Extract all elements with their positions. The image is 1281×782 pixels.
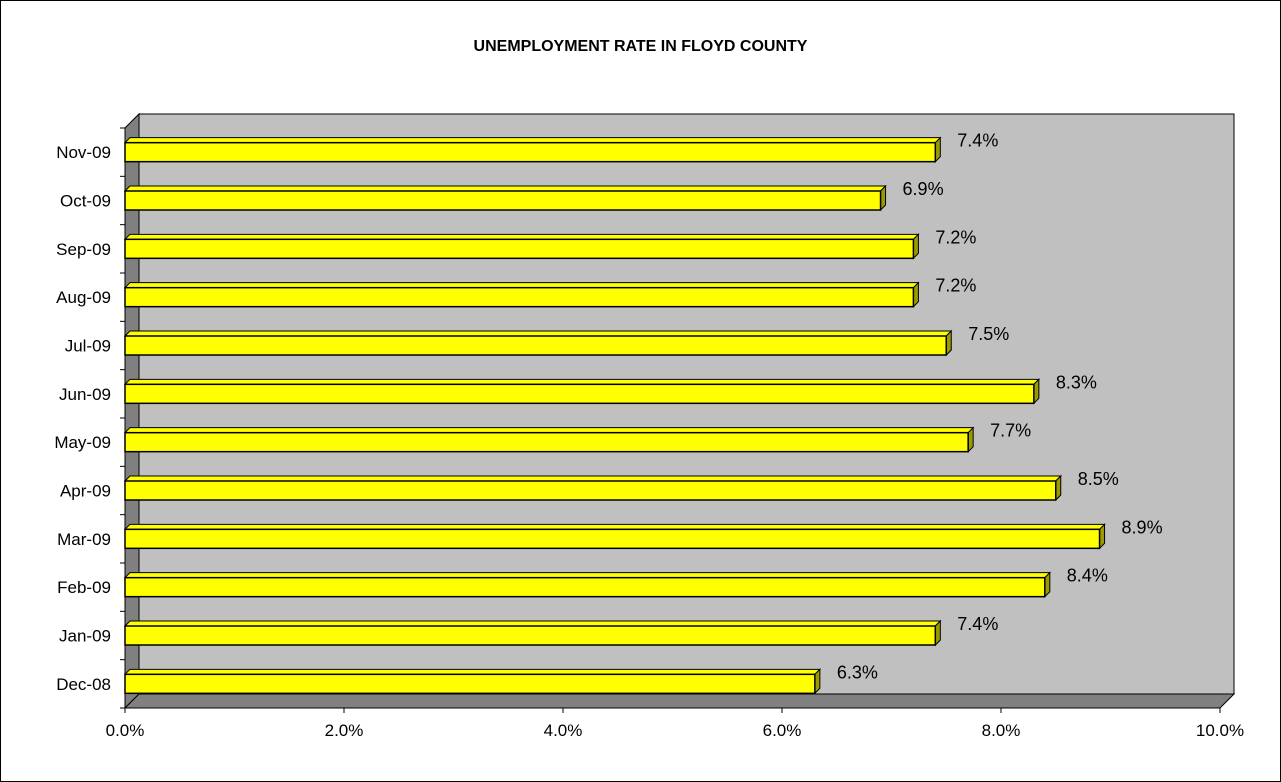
y-tick-label: May-09	[54, 433, 111, 452]
bar-front	[124, 625, 937, 646]
bar	[123, 136, 942, 163]
x-tick-label: 4.0%	[544, 721, 583, 740]
bar	[123, 474, 1062, 502]
data-label: 6.3%	[837, 662, 878, 682]
x-tick-label: 6.0%	[763, 721, 802, 740]
y-tick-label: Oct-09	[60, 192, 111, 211]
bar	[123, 426, 975, 453]
bar-end	[1099, 523, 1106, 550]
y-tick-label: Aug-09	[56, 288, 111, 307]
y-tick-label: Nov-09	[56, 143, 111, 162]
data-label: 7.5%	[968, 324, 1009, 344]
bar-front	[124, 286, 915, 308]
data-label: 8.5%	[1078, 469, 1119, 489]
y-tick-label: Mar-09	[57, 530, 111, 549]
data-label: 7.4%	[957, 131, 998, 151]
y-tick-label: Sep-09	[56, 240, 111, 259]
bar-front	[124, 383, 1035, 405]
y-tick-label: Apr-09	[60, 482, 111, 501]
data-label: 8.9%	[1122, 517, 1163, 537]
bar	[123, 184, 887, 212]
x-axis: 0.0% 2.0% 4.0% 6.0% 8.0% 10.0%	[106, 707, 1244, 740]
y-tick-label: Feb-09	[57, 578, 111, 597]
bar-series	[123, 136, 1106, 695]
bar-front	[124, 141, 937, 163]
bar-end	[1044, 571, 1051, 598]
data-label: 6.9%	[903, 179, 944, 199]
bar-front	[124, 528, 1101, 550]
bar-front	[124, 431, 969, 453]
x-tick-label: 10.0%	[1196, 721, 1244, 740]
bar	[123, 233, 920, 260]
bar	[123, 329, 953, 357]
bar	[123, 619, 942, 647]
bar-front	[124, 190, 882, 211]
data-label: 7.2%	[935, 276, 976, 296]
data-label: 7.7%	[990, 421, 1031, 441]
bar	[123, 668, 822, 695]
x-tick-label: 2.0%	[325, 721, 364, 740]
y-tick-label: Jan-09	[59, 627, 111, 646]
y-tick-label: Dec-08	[56, 675, 111, 694]
y-tick-label: Jul-09	[65, 337, 111, 356]
bar	[123, 523, 1106, 550]
y-tick-label: Jun-09	[59, 385, 111, 404]
floor	[123, 693, 1236, 709]
bar-front	[124, 673, 816, 695]
data-label: 8.3%	[1056, 372, 1097, 392]
bar-front	[124, 576, 1046, 598]
bar-front	[124, 238, 915, 260]
x-tick-label: 0.0%	[106, 721, 145, 740]
x-tick-label: 8.0%	[982, 721, 1021, 740]
bar-front	[124, 480, 1057, 501]
bar	[123, 281, 920, 308]
bar	[123, 571, 1052, 598]
data-label: 7.4%	[957, 614, 998, 634]
chart-title: UNEMPLOYMENT RATE IN FLOYD COUNTY	[473, 38, 808, 55]
data-label: 7.2%	[935, 227, 976, 247]
data-label: 8.4%	[1067, 566, 1108, 586]
data-labels: 6.3% 7.4% 8.4% 8.9% 8.5% 7.7% 8.3% 7.5% 7.2% 7.2%…	[837, 131, 1163, 683]
bar-front	[124, 335, 947, 356]
y-axis: Dec-08 Jan-09 Feb-09 Mar-09 Apr-09 May-09 Jun-…	[54, 127, 125, 709]
bar	[123, 378, 1041, 405]
